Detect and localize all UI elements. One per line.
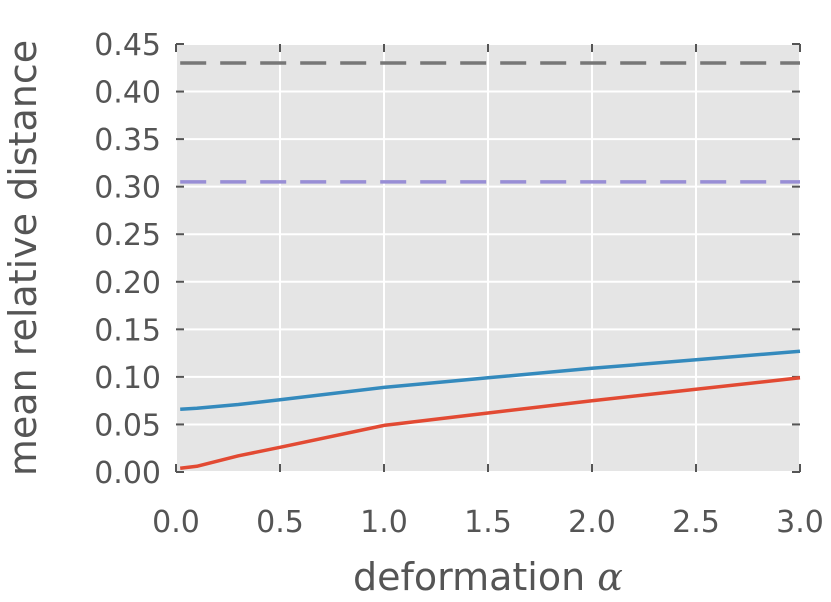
x-tick-label: 2.5 bbox=[672, 505, 720, 540]
y-tick-label: 0.30 bbox=[94, 171, 161, 206]
x-tick-label: 1.5 bbox=[464, 505, 512, 540]
x-axis-label-text: deformation bbox=[353, 555, 585, 599]
y-tick-label: 0.10 bbox=[94, 361, 161, 396]
y-tick-label: 0.40 bbox=[94, 76, 161, 111]
y-axis-label: mean relative distance bbox=[1, 40, 45, 476]
y-tick-label: 0.45 bbox=[94, 28, 161, 63]
series-line-1 bbox=[180, 376, 801, 470]
x-axis-label-symbol: α bbox=[597, 555, 623, 599]
x-tick-label: 3.0 bbox=[776, 505, 824, 540]
y-tick-label: 0.35 bbox=[94, 123, 161, 158]
y-tick-label: 0.20 bbox=[94, 266, 161, 301]
y-tick-label: 0.25 bbox=[94, 218, 161, 253]
y-tick-label: 0.00 bbox=[94, 456, 161, 491]
y-tick-label: 0.05 bbox=[94, 408, 161, 443]
tick-labels: 0.0 0.5 1.0 1.5 2.0 2.5 3.0 0.00 0.05 0.10 0.15 0.2… bbox=[94, 28, 824, 540]
x-tick-label: 1.0 bbox=[360, 505, 408, 540]
x-tick-label: 0.0 bbox=[152, 505, 200, 540]
x-tick-label: 0.5 bbox=[256, 505, 304, 540]
x-axis-label: deformation α bbox=[353, 555, 623, 599]
axis-ticks bbox=[175, 43, 801, 473]
series-lines bbox=[180, 61, 801, 470]
x-tick-label: 2.0 bbox=[568, 505, 616, 540]
y-tick-label: 0.15 bbox=[94, 313, 161, 348]
series-line-0 bbox=[180, 349, 801, 411]
